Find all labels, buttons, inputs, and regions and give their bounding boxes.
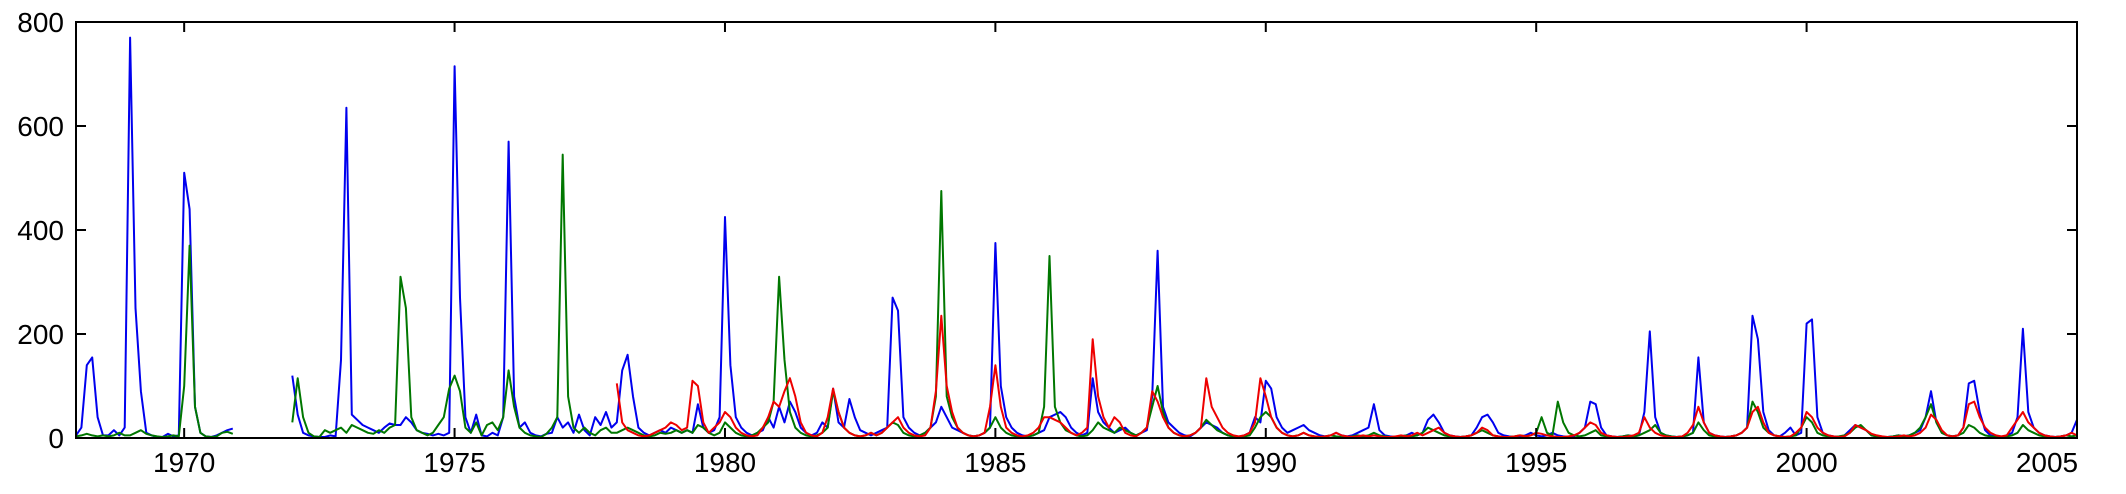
x-tick-label: 2005 (2016, 447, 2078, 478)
series-1-line-segment-1 (75, 36, 234, 438)
y-tick-label: 0 (48, 423, 64, 454)
series-layer (75, 36, 2078, 438)
x-tick-label: 1995 (1505, 447, 1567, 478)
x-tick-label: 1975 (423, 447, 485, 478)
series-3-line-segment-1 (615, 314, 2078, 438)
x-tick-label: 1970 (153, 447, 215, 478)
x-tick-label: 2000 (1775, 447, 1837, 478)
y-axis: 0 200 400 600 800 (17, 7, 2077, 454)
y-tick-label: 400 (17, 215, 64, 246)
x-tick-label: 1990 (1235, 447, 1297, 478)
y-tick-label: 600 (17, 111, 64, 142)
series-2-line-segment-1 (75, 244, 234, 438)
plot-frame (75, 21, 2078, 439)
x-tick-label: 1980 (694, 447, 756, 478)
y-tick-label: 800 (17, 7, 64, 38)
x-axis: 1970 1975 1980 1985 1990 1995 2000 2005 (153, 22, 2078, 478)
x-tick-label: 1985 (964, 447, 1026, 478)
series-2-line-segment-2 (291, 153, 2078, 438)
y-tick-label: 200 (17, 319, 64, 350)
